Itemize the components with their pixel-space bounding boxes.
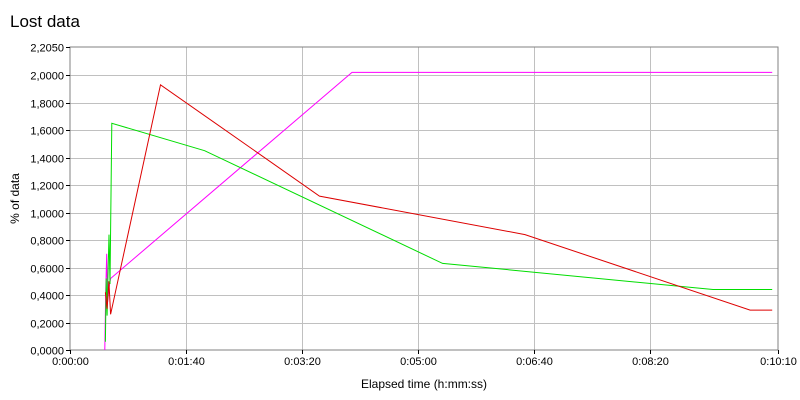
series-line-2: [104, 122, 773, 342]
y-tick-label: 1,0000: [30, 209, 64, 221]
x-axis-label: Elapsed time (h:mm:ss): [361, 377, 487, 391]
y-tick-label: 2,2050: [30, 43, 64, 55]
y-tick-label: 1,2000: [30, 181, 64, 193]
series-line-1: [104, 71, 773, 351]
x-tick-label: 0:05:00: [400, 356, 437, 368]
x-tick-label: 0:03:20: [284, 356, 321, 368]
chart-title: Lost data: [10, 12, 80, 31]
plot-area: [69, 46, 779, 351]
x-tick-label: 0:01:40: [168, 356, 205, 368]
y-tick-labels: 0,0000 0,2000 0,4000 0,6000 0,8000 1,0000 1,20…: [30, 43, 70, 358]
y-tick-label: 0,8000: [30, 236, 64, 248]
y-tick-label: 1,6000: [30, 126, 64, 138]
series-line-3: [104, 83, 773, 315]
x-tick-label: 0:00:00: [52, 356, 89, 368]
gridlines: [70, 47, 778, 350]
y-tick-label: 0,2000: [30, 319, 64, 331]
y-tick-label: 0,0000: [30, 346, 64, 358]
x-tick-label: 0:06:40: [516, 356, 553, 368]
y-axis-label: % of data: [8, 173, 22, 224]
y-tick-label: 1,8000: [30, 99, 64, 111]
y-tick-label: 2,0000: [30, 71, 64, 83]
y-tick-label: 0,4000: [30, 291, 64, 303]
x-tick-labels: 0:00:00 0:01:40 0:03:20 0:05:00 0:06:40 0:08:…: [52, 350, 797, 368]
y-tick-label: 0,6000: [30, 264, 64, 276]
x-tick-label: 0:10:10: [760, 356, 797, 368]
y-tick-label: 1,4000: [30, 154, 64, 166]
series-lines: [104, 71, 773, 351]
x-tick-label: 0:08:20: [632, 356, 669, 368]
